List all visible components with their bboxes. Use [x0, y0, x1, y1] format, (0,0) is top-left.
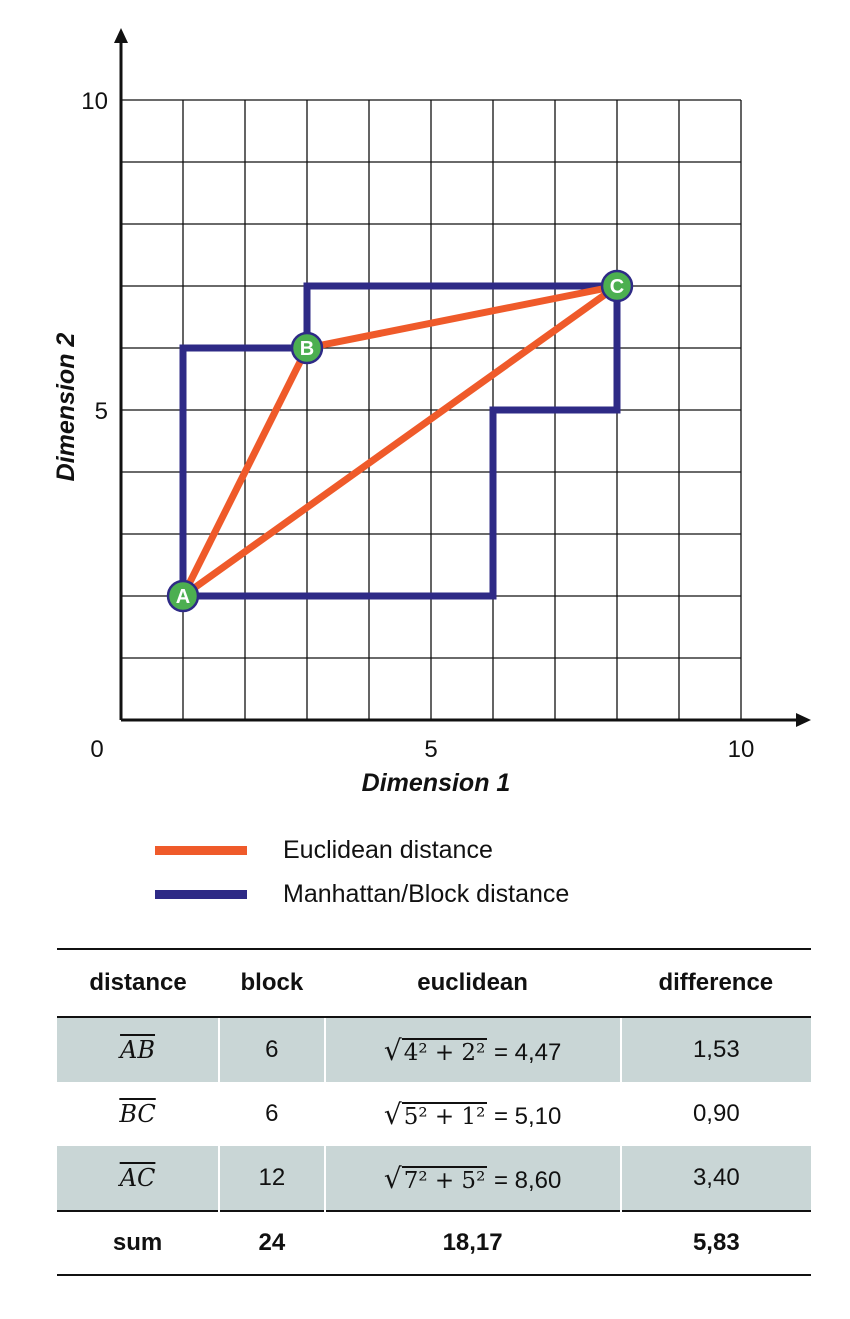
- segment-label: AC: [119, 1163, 156, 1192]
- point-label: B: [300, 338, 314, 360]
- manhattan-path: [303, 282, 621, 352]
- segment-cell: AC: [57, 1146, 220, 1211]
- segment-label: AB: [120, 1035, 156, 1064]
- table-row: AC 12 √7² + 5² = 8,60 3,40: [57, 1146, 811, 1211]
- block-cell: 6: [218, 1082, 325, 1146]
- x-tick-label: 10: [728, 736, 755, 763]
- point-marker: [290, 331, 324, 365]
- distance-table: distance block euclidean difference AB 6…: [57, 948, 811, 1276]
- sum-block: 24: [218, 1210, 325, 1276]
- euclidean-result: = 4,47: [487, 1038, 562, 1066]
- y-tick-label: 5: [95, 398, 108, 425]
- sum-label: sum: [57, 1210, 220, 1276]
- grid: [121, 99, 742, 720]
- x-axis-label: Dimension 1: [362, 769, 511, 797]
- euclidean-result: = 5,10: [487, 1102, 562, 1130]
- euclidean-path: [303, 282, 621, 352]
- difference-cell: 0,90: [619, 1082, 811, 1146]
- header-block: block: [219, 948, 325, 1018]
- legend-swatch-manhattan: [155, 889, 247, 899]
- radicand: 5² + 1²: [401, 1101, 488, 1130]
- sqrt-symbol: √: [383, 1097, 402, 1131]
- manhattan-path: [179, 344, 311, 600]
- table-row: AB 6 √4² + 2² = 4,47 1,53: [57, 1017, 811, 1082]
- euclidean-cell: √5² + 1² = 5,10: [323, 1082, 621, 1146]
- sum-euclidean: 18,17: [323, 1210, 621, 1276]
- segment-cell: AB: [57, 1017, 220, 1082]
- y-axis-arrow: [114, 28, 128, 43]
- table-row: BC 6 √5² + 1² = 5,10 0,90: [57, 1082, 811, 1146]
- x-tick-label: 5: [424, 736, 437, 763]
- legend-label-manhattan: Manhattan/Block distance: [283, 879, 570, 908]
- legend-swatch-euclidean: [155, 845, 247, 855]
- legend-item-manhattan: Manhattan/Block distance: [155, 872, 569, 916]
- header-difference: difference: [620, 948, 811, 1018]
- difference-cell: 3,40: [619, 1146, 811, 1211]
- sqrt-symbol: √: [383, 1033, 402, 1067]
- distance-chart: 0 5 10 5 10 A B C Dimension 1 Dimension 2: [52, 28, 811, 797]
- segment-label: BC: [119, 1099, 156, 1128]
- legend-label-euclidean: Euclidean distance: [283, 835, 493, 864]
- y-tick-label: 10: [81, 88, 108, 115]
- tick-labels: 0 5 10 5 10: [81, 88, 754, 763]
- y-axis-label: Dimension 2: [52, 333, 80, 482]
- header-distance: distance: [57, 948, 220, 1018]
- table-header-row: distance block euclidean difference: [57, 948, 811, 1018]
- point-marker: [600, 269, 634, 303]
- x-tick-label: 0: [90, 736, 103, 763]
- header-euclidean: euclidean: [324, 948, 621, 1018]
- point-c: C: [600, 269, 634, 303]
- legend-item-euclidean: Euclidean distance: [155, 828, 569, 872]
- table-sum-row: sum 24 18,17 5,83: [57, 1210, 811, 1276]
- euclidean-result: = 8,60: [487, 1166, 562, 1194]
- euclidean-series: [179, 282, 621, 600]
- legend: Euclidean distance Manhattan/Block dista…: [155, 828, 569, 916]
- euclidean-path: [179, 282, 621, 600]
- axes: [114, 28, 811, 727]
- segment-cell: BC: [57, 1082, 219, 1146]
- manhattan-series: [179, 282, 621, 600]
- radicand: 7² + 5²: [401, 1165, 488, 1194]
- point-marker: [166, 579, 200, 613]
- manhattan-path: [179, 282, 621, 600]
- point-label: A: [176, 586, 190, 608]
- block-cell: 6: [218, 1017, 325, 1082]
- euclidean-cell: √7² + 5² = 8,60: [323, 1146, 621, 1211]
- point-b: B: [290, 331, 324, 365]
- euclidean-cell: √4² + 2² = 4,47: [323, 1017, 621, 1082]
- euclidean-path: [179, 344, 311, 600]
- points: A B C: [166, 269, 634, 613]
- point-a: A: [166, 579, 200, 613]
- point-label: C: [610, 276, 624, 298]
- difference-cell: 1,53: [619, 1017, 811, 1082]
- block-cell: 12: [218, 1146, 325, 1211]
- radicand: 4² + 2²: [401, 1037, 488, 1066]
- sqrt-symbol: √: [383, 1161, 402, 1195]
- sum-difference: 5,83: [619, 1210, 811, 1276]
- x-axis-arrow: [796, 713, 811, 727]
